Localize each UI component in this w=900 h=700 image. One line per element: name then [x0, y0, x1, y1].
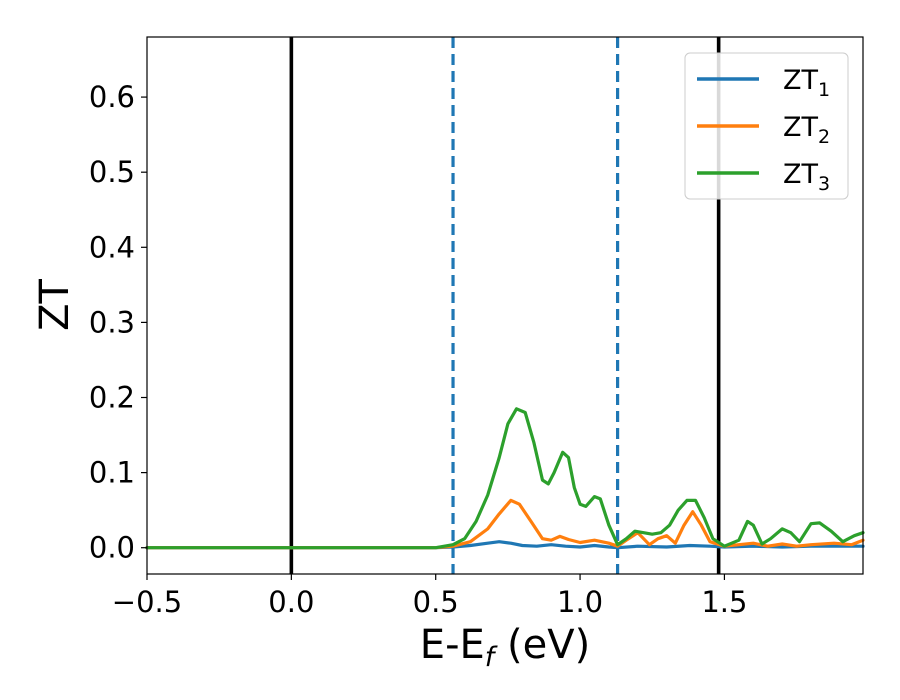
- plot-border: [146, 36, 864, 575]
- legend-items: ZT1 ZT2 ZT3: [697, 65, 830, 195]
- legend-box: [684, 52, 849, 200]
- legend-label-zt1: ZT1: [783, 65, 830, 101]
- series-line-zt1: [145, 540, 865, 550]
- x-tick-label: 0.0: [268, 585, 314, 619]
- y-axis-title: ZT: [32, 279, 78, 331]
- y-axis-ticks: 0.0 0.1 0.2 0.3 0.4 0.5 0.6: [89, 80, 147, 565]
- series-lines: [145, 407, 865, 550]
- x-tick-label: 0.5: [413, 585, 459, 619]
- x-tick-label: 1.5: [701, 585, 747, 619]
- legend: ZT1 ZT2 ZT3: [684, 52, 849, 200]
- x-axis-title: E-Ef (eV): [420, 622, 590, 673]
- y-tick-label: 0.5: [89, 155, 135, 189]
- x-axis-ticks: −0.5 0.0 0.5 1.0 1.5: [112, 574, 747, 619]
- legend-label-zt3: ZT3: [783, 159, 830, 195]
- y-tick-label: 0.6: [89, 80, 135, 114]
- y-tick-label: 0.1: [89, 456, 135, 490]
- y-tick-label: 0.2: [89, 381, 135, 415]
- x-tick-label: −0.5: [112, 585, 182, 619]
- x-tick-label: 1.0: [557, 585, 603, 619]
- series-line-zt2: [145, 498, 865, 550]
- legend-label-zt2: ZT2: [783, 112, 830, 148]
- y-tick-label: 0.0: [89, 531, 135, 565]
- series-line-zt3: [145, 407, 865, 550]
- y-tick-label: 0.4: [89, 230, 135, 264]
- y-tick-label: 0.3: [89, 305, 135, 339]
